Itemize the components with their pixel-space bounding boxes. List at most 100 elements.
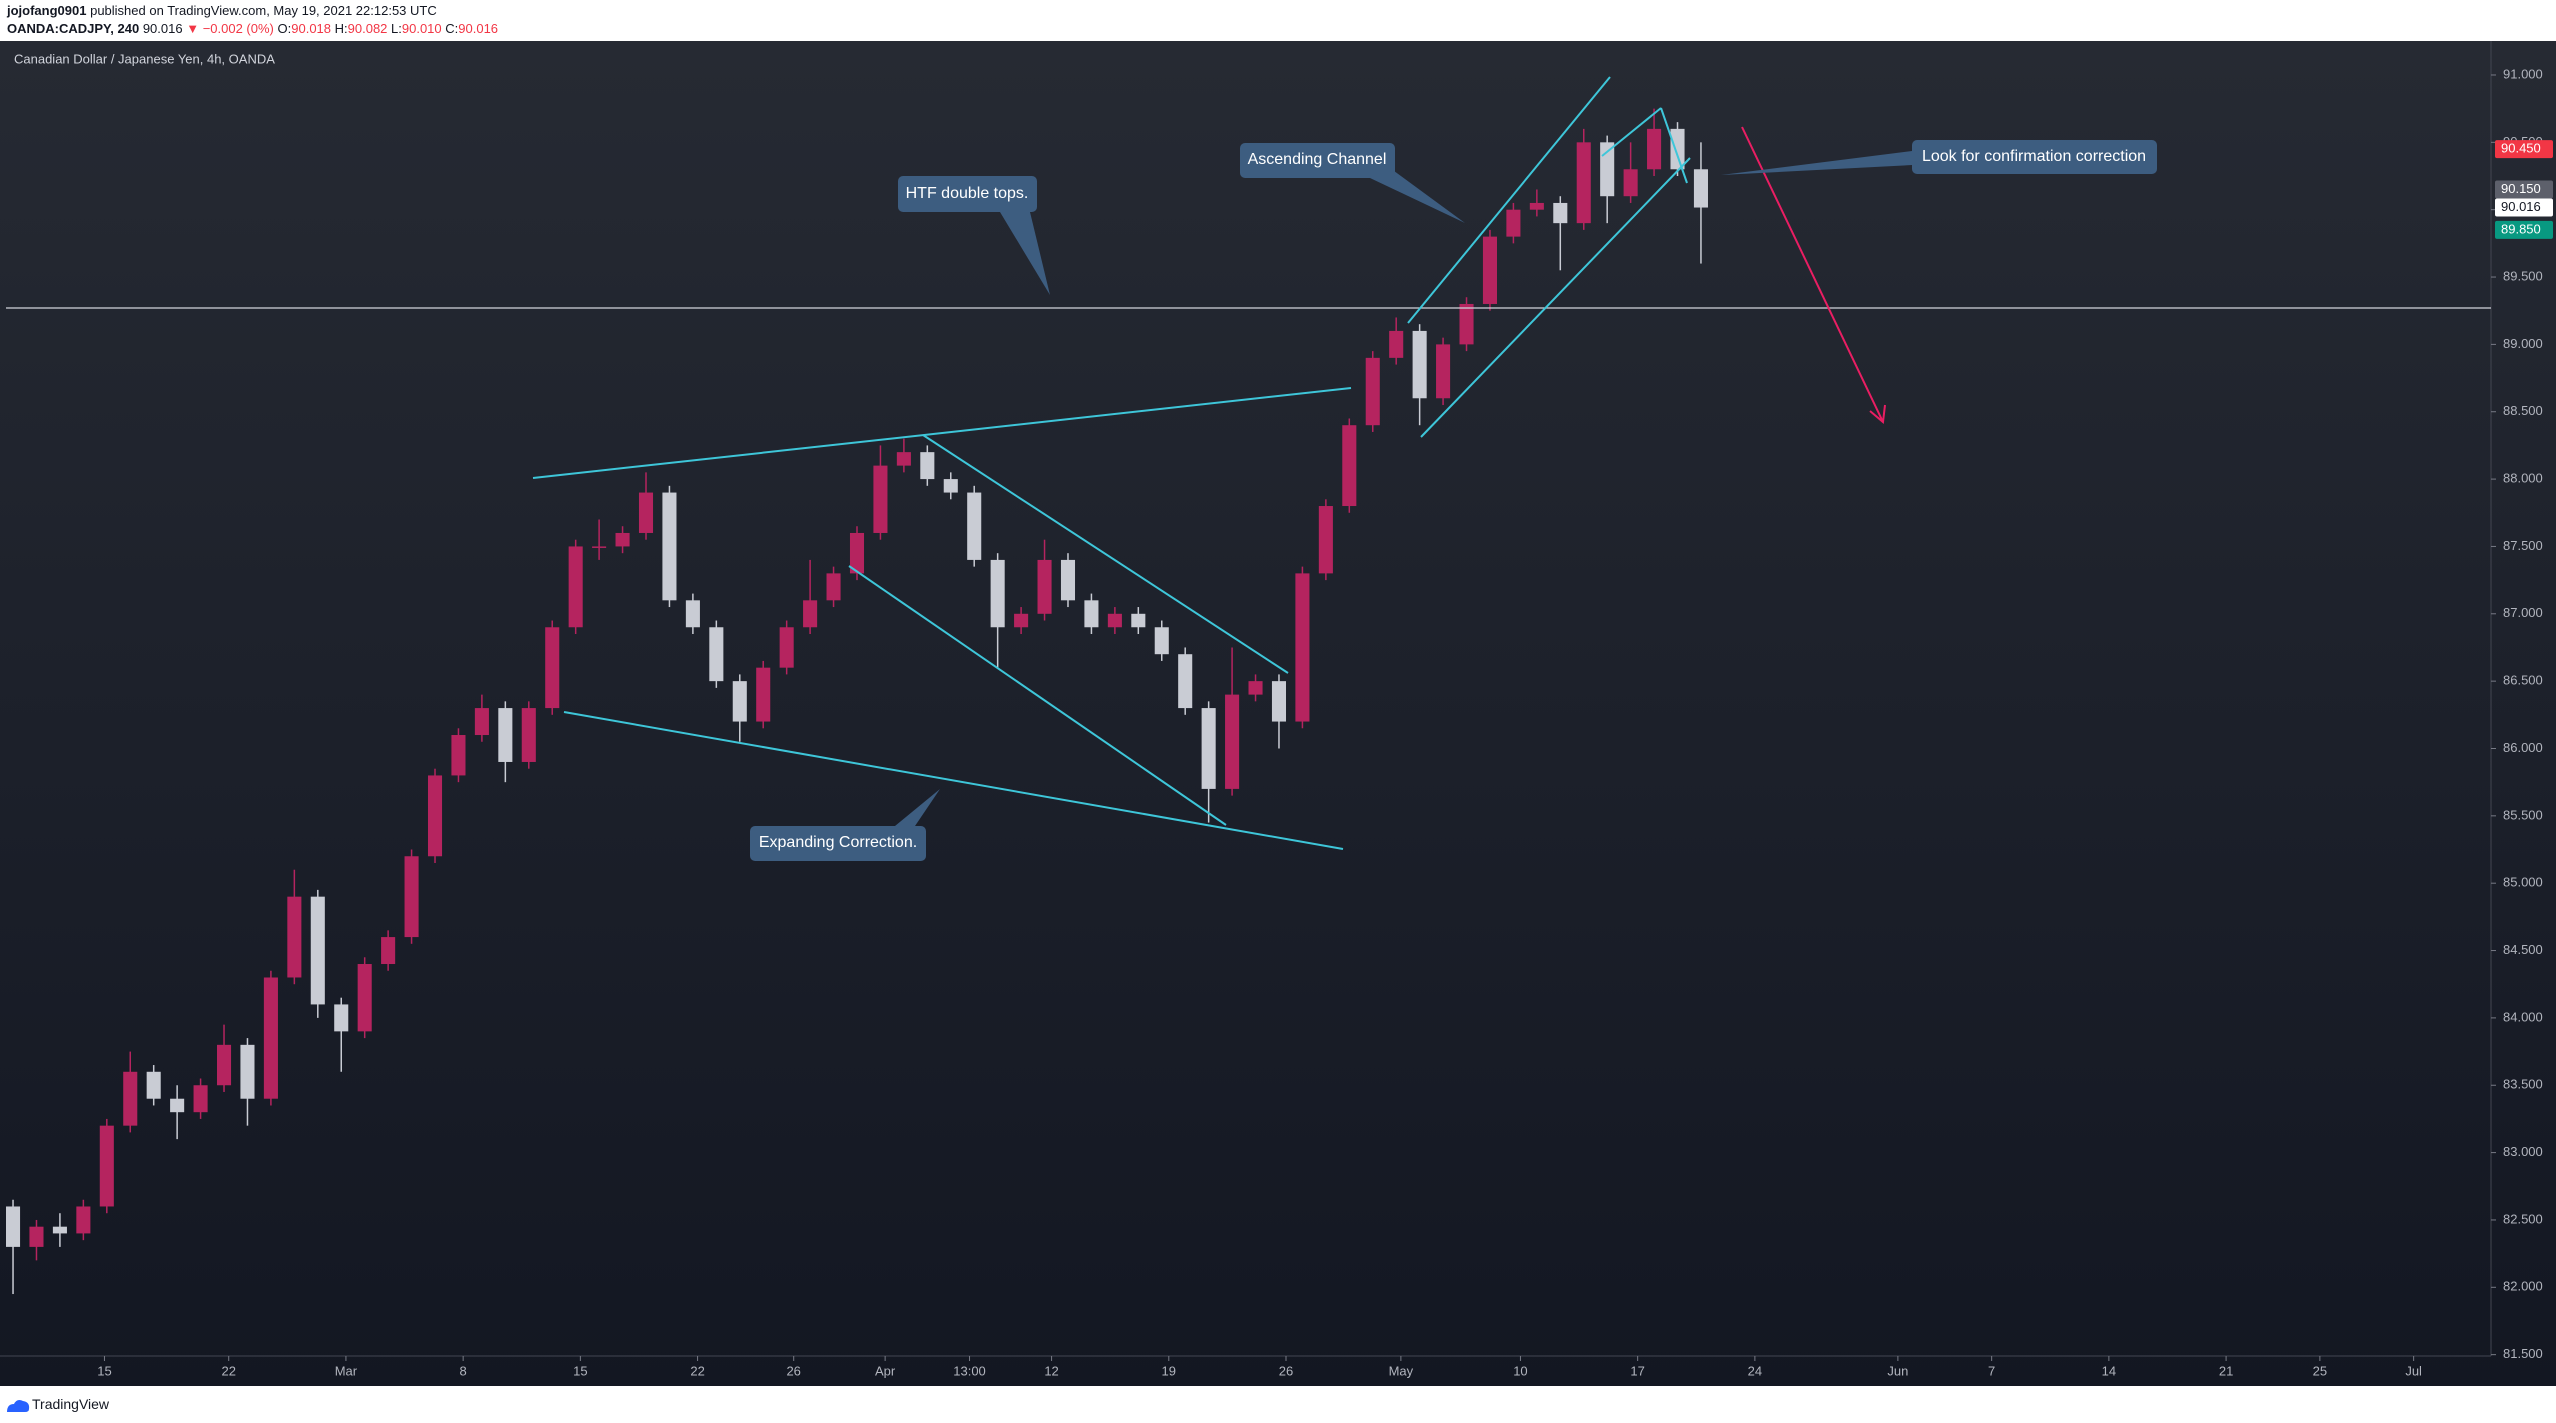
x-tick-label: 26 xyxy=(1279,1363,1293,1378)
callout-text: Look for confirmation correction xyxy=(1922,148,2146,165)
candle-body xyxy=(1412,330,1427,399)
y-tick-label: 82.000 xyxy=(2503,1279,2543,1294)
callout: HTF double tops. xyxy=(898,176,1050,295)
candle-body xyxy=(263,977,278,1099)
callout-box xyxy=(1240,143,1395,178)
candle-body xyxy=(826,573,841,601)
x-tick-label: 22 xyxy=(221,1363,235,1378)
candle-body xyxy=(709,627,724,682)
candle-body xyxy=(357,964,372,1032)
candle-body xyxy=(521,708,536,762)
logo xyxy=(7,1400,30,1412)
candle-body xyxy=(1693,169,1708,208)
x-tick-label: 26 xyxy=(786,1363,800,1378)
last-price: 90.016 xyxy=(142,21,183,36)
candle-body xyxy=(990,559,1005,628)
callout-box xyxy=(750,826,926,861)
candle-body xyxy=(1154,627,1169,655)
ohlc-o: O:90.018 xyxy=(278,21,332,36)
x-tick-label: 12 xyxy=(1044,1363,1058,1378)
callout-text: HTF double tops. xyxy=(906,185,1029,202)
x-tick-label: 14 xyxy=(2102,1363,2116,1378)
x-tick-label: 7 xyxy=(1988,1363,1995,1378)
x-tick-label: 19 xyxy=(1162,1363,1176,1378)
candle-body xyxy=(1037,559,1052,614)
candle-body xyxy=(1529,202,1544,210)
channel-line xyxy=(1420,157,1691,438)
x-tick-label: Jul xyxy=(2405,1363,2422,1378)
candle-body xyxy=(1482,236,1497,304)
candle-body xyxy=(52,1226,67,1234)
callout-pointer xyxy=(1000,212,1050,295)
price-label: 89.850 xyxy=(2501,221,2541,236)
candle-body xyxy=(76,1206,91,1234)
x-tick-label: 24 xyxy=(1748,1363,1762,1378)
projection-arrow xyxy=(1741,126,1884,423)
ohlc-key: L: xyxy=(391,21,402,36)
x-tick-label: 17 xyxy=(1630,1363,1644,1378)
x-tick-label: 15 xyxy=(97,1363,111,1378)
callout-text: Ascending Channel xyxy=(1248,151,1387,168)
candle-body xyxy=(287,896,302,978)
x-tick-label: 22 xyxy=(690,1363,704,1378)
ohlc-key: O: xyxy=(277,21,292,36)
y-tick-label: 88.500 xyxy=(2503,403,2543,418)
plot xyxy=(6,108,1708,1295)
ohlc-l: L:90.010 xyxy=(391,21,442,36)
y-tick-label: 85.000 xyxy=(2503,875,2543,890)
trend-line xyxy=(563,711,1344,850)
ohlc-h: H:90.082 xyxy=(335,21,388,36)
y-tick-label: 91.000 xyxy=(2503,66,2543,81)
candle-body xyxy=(1600,142,1615,197)
ohlc-value: 90.016 xyxy=(458,21,499,36)
candle-body xyxy=(1365,357,1380,426)
y-tick-label: 88.000 xyxy=(2503,471,2543,486)
candle-body xyxy=(732,681,747,722)
candle-body xyxy=(849,532,865,574)
candle-body xyxy=(146,1071,161,1099)
publish-info: published on TradingView.com, May 19, 20… xyxy=(90,3,437,18)
candle-body xyxy=(334,1004,349,1032)
y-tick-label: 84.000 xyxy=(2503,1009,2543,1024)
price-label: 90.016 xyxy=(2501,199,2541,214)
candle-body xyxy=(123,1071,138,1126)
ohlc-c: C:90.016 xyxy=(445,21,498,36)
ohlc-value: 90.018 xyxy=(291,21,332,36)
candle-body xyxy=(1271,681,1287,722)
candle-body xyxy=(310,896,325,1005)
candle-body xyxy=(779,627,794,668)
candle-body xyxy=(1248,681,1263,695)
callout-pointer xyxy=(1721,151,1912,175)
price-label-box xyxy=(2495,198,2553,217)
y-tick-label: 89.000 xyxy=(2503,336,2543,351)
candle-body xyxy=(1225,694,1240,789)
x-tick-label: 8 xyxy=(460,1363,467,1378)
candle-body xyxy=(1084,600,1099,628)
candle-body xyxy=(1436,344,1451,399)
trend-line xyxy=(848,565,1227,826)
chart: Canadian Dollar / Japanese Yen, 4h, OAND… xyxy=(0,41,2556,1386)
symbol: OANDA:CADJPY, 240 xyxy=(7,21,140,36)
publish-line: jojofang0901 published on TradingView.co… xyxy=(7,3,437,18)
candle-body xyxy=(685,600,700,628)
candle-body xyxy=(1178,654,1193,709)
callout-box xyxy=(1912,140,2157,174)
candle-body xyxy=(99,1125,114,1207)
candle-body xyxy=(1107,613,1122,628)
candle-body xyxy=(1553,202,1568,224)
x-tick-label: May xyxy=(1389,1363,1414,1378)
x-tick-label: 10 xyxy=(1513,1363,1527,1378)
candle-body xyxy=(216,1044,232,1086)
ohlc-value: 90.082 xyxy=(347,21,388,36)
y-tick-label: 84.500 xyxy=(2503,942,2543,957)
header: jojofang0901 published on TradingView.co… xyxy=(0,0,2556,41)
candle-body xyxy=(29,1226,44,1247)
candle-body xyxy=(1060,559,1076,601)
candle-body xyxy=(943,479,958,493)
candle-body xyxy=(498,708,513,762)
trend-line xyxy=(532,387,1352,479)
candle-body xyxy=(873,465,888,533)
brand: TradingView xyxy=(32,1396,110,1412)
symbol-line: OANDA:CADJPY, 240 90.016 ▼ −0.002 (0%) O… xyxy=(7,21,498,36)
